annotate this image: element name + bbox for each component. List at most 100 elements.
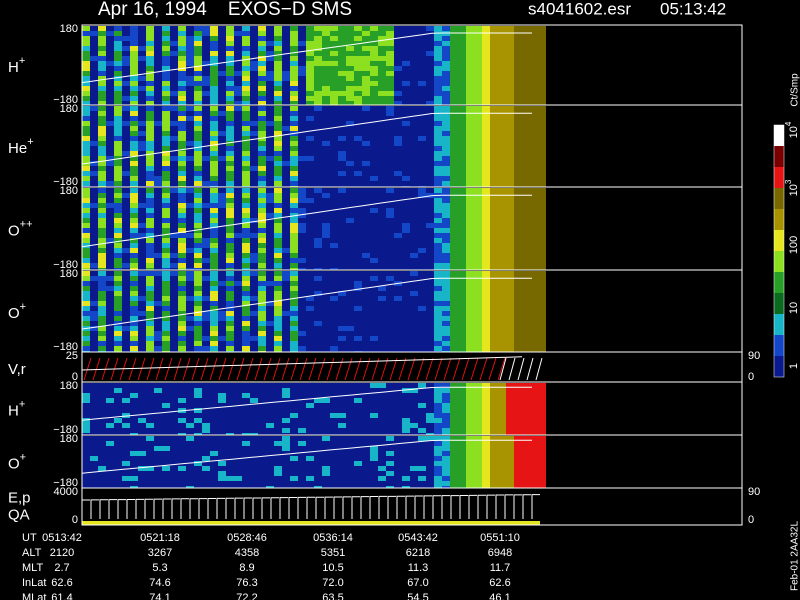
spectrogram-cell <box>522 81 530 86</box>
spectrogram-cell <box>114 433 122 435</box>
spectrogram-cell <box>122 76 130 81</box>
spectrogram-cell <box>258 46 266 51</box>
spectrogram-cell <box>250 233 258 238</box>
spectrogram-cell <box>194 238 202 243</box>
spectrogram-cell <box>178 301 186 306</box>
spectrogram-cell <box>442 321 450 326</box>
spectrogram-cell <box>210 413 218 418</box>
spectrogram-cell <box>450 336 458 341</box>
spectrogram-cell <box>170 301 178 306</box>
spectrogram-cell <box>354 26 362 31</box>
spectrogram-cell <box>386 408 394 413</box>
spectrogram-cell <box>330 131 338 136</box>
spectrogram-cell <box>90 66 98 71</box>
spectrogram-cell <box>498 176 506 181</box>
spectrogram-cell <box>474 151 482 156</box>
spectrogram-cell <box>114 388 122 393</box>
spectrogram-cell <box>162 481 170 486</box>
spectrogram-cell <box>314 218 322 223</box>
spectrogram-cell <box>482 171 490 176</box>
spectrogram-cell <box>234 471 242 476</box>
spectrogram-cell <box>498 61 506 66</box>
spectrogram-cell <box>482 388 490 393</box>
spectrogram-cell <box>402 171 410 176</box>
spectrogram-cell <box>242 268 250 270</box>
spectrogram-cell <box>314 121 322 126</box>
spectrogram-cell <box>202 198 210 203</box>
spectrogram-cell <box>330 446 338 451</box>
spectrogram-cell <box>114 306 122 311</box>
spectrogram-cell <box>322 258 330 263</box>
spectrogram-cell <box>394 176 402 181</box>
spectrogram-cell <box>466 253 474 258</box>
spectrogram-cell <box>242 31 250 36</box>
spectrogram-cell <box>298 96 306 101</box>
spectrogram-cell <box>330 271 338 276</box>
spectrogram-cell <box>250 481 258 486</box>
spectrogram-cell <box>354 208 362 213</box>
spectrogram-cell <box>354 121 362 126</box>
spectrogram-cell <box>354 428 362 433</box>
spectrogram-cell <box>306 36 314 41</box>
spectrogram-cell <box>370 91 378 96</box>
spectrogram-cell <box>394 398 402 403</box>
spectrogram-cell <box>466 26 474 31</box>
spectrogram-cell <box>290 446 298 451</box>
spectrogram-cell <box>410 101 418 105</box>
spectrogram-cell <box>322 71 330 76</box>
spectrogram-cell <box>114 161 122 166</box>
spectrogram-cell <box>298 208 306 213</box>
spectrogram-cell <box>186 66 194 71</box>
spectrogram-cell <box>242 403 250 408</box>
spectrogram-cell <box>154 218 162 223</box>
spectrogram-cell <box>490 126 498 131</box>
spectrogram-cell <box>482 91 490 96</box>
spectrogram-cell <box>122 428 130 433</box>
spectrogram-cell <box>178 418 186 423</box>
spectrogram-cell <box>506 71 514 76</box>
spectrogram-cell <box>450 423 458 428</box>
spectrogram-cell <box>522 136 530 141</box>
spectrogram-cell <box>266 291 274 296</box>
spectrogram-cell <box>194 116 202 121</box>
spectrogram-cell <box>106 291 114 296</box>
spectrogram-cell <box>106 456 114 461</box>
spectrogram-cell <box>90 248 98 253</box>
spectrogram-cell <box>418 433 426 435</box>
spectrogram-cell <box>538 188 546 193</box>
spectrogram-cell <box>218 121 226 126</box>
spectrogram-cell <box>322 81 330 86</box>
spectrogram-cell <box>426 238 434 243</box>
spectrogram-cell <box>330 413 338 418</box>
spectrogram-cell <box>258 66 266 71</box>
spectrogram-cell <box>178 253 186 258</box>
spectrogram-cell <box>218 106 226 111</box>
spectrogram-cell <box>402 248 410 253</box>
spectrogram-cell <box>434 306 442 311</box>
spectrogram-cell <box>314 198 322 203</box>
spectrogram-cell <box>506 51 514 56</box>
spectrogram-cell <box>82 71 90 76</box>
spectrogram-cell <box>458 146 466 151</box>
spectrogram-cell <box>114 136 122 141</box>
spectrogram-cell <box>386 418 394 423</box>
spectrogram-cell <box>386 41 394 46</box>
spectrogram-cell <box>370 233 378 238</box>
spectrogram-cell <box>202 46 210 51</box>
spectrogram-cell <box>522 176 530 181</box>
spectrogram-cell <box>218 86 226 91</box>
spectrogram-cell <box>386 106 394 111</box>
spectrogram-cell <box>410 326 418 331</box>
spectrogram-cell <box>482 86 490 91</box>
spectrogram-cell <box>242 388 250 393</box>
spectrogram-cell <box>506 151 514 156</box>
spectrogram-cell <box>290 258 298 263</box>
spectrogram-cell <box>522 96 530 101</box>
spectrogram-cell <box>210 131 218 136</box>
spectrogram-cell <box>474 203 482 208</box>
spectrogram-cell <box>82 423 90 428</box>
spectrogram-cell <box>538 428 546 433</box>
spectrogram-cell <box>466 213 474 218</box>
spectrogram-cell <box>538 31 546 36</box>
spectrogram-cell <box>458 341 466 346</box>
